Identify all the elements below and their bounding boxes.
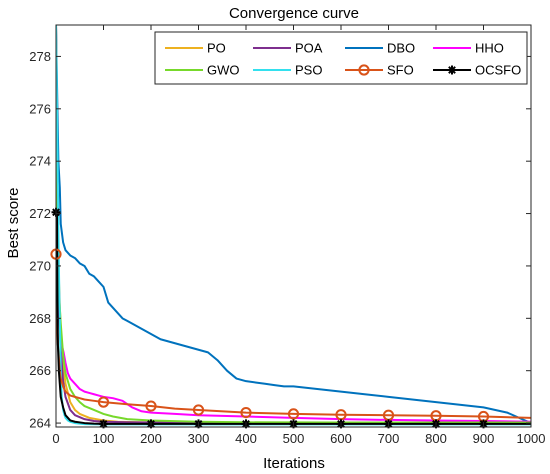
series-marker-sfo-4 <box>240 406 252 419</box>
x-tick-label-1000: 1000 <box>517 431 546 446</box>
x-tick-label-200: 200 <box>140 431 162 446</box>
legend-label-gwo: GWO <box>207 63 240 78</box>
legend: PO POA DBO HHO GWO PSO SFO OCSFO <box>154 31 528 85</box>
x-axis-label: Iterations <box>263 455 325 472</box>
y-tick-label-272: 272 <box>29 206 51 221</box>
series-marker-sfo-5 <box>287 408 300 420</box>
legend-marker-ocsfo-stroke-3 <box>448 66 456 74</box>
y-tick-label-278: 278 <box>29 49 51 64</box>
y-tick-label-274: 274 <box>29 154 51 169</box>
chart-title: Convergence curve <box>229 5 359 22</box>
y-axis-label: Best score <box>5 188 22 259</box>
x-tick-label-400: 400 <box>235 431 257 446</box>
legend-entry-sfo: SFO <box>345 63 414 78</box>
x-tick-label-300: 300 <box>188 431 210 446</box>
legend-label-po: PO <box>207 41 226 56</box>
x-tick-label-600: 600 <box>330 431 352 446</box>
legend-label-ocsfo: OCSFO <box>475 63 521 78</box>
series-marker-sfo-2 <box>145 400 157 412</box>
x-tick-label-0: 0 <box>52 431 59 446</box>
x-tick-label-100: 100 <box>93 431 115 446</box>
legend-entry-hho: HHO <box>433 41 504 56</box>
legend-entry-ocsfo: OCSFO <box>433 63 521 78</box>
legend-entry-gwo: GWO <box>165 63 240 78</box>
y-tick-label-264: 264 <box>29 416 51 431</box>
series-line-gwo <box>56 25 531 424</box>
legend-marker-sfo <box>358 64 370 76</box>
legend-marker-ocsfo <box>447 65 457 75</box>
legend-label-dbo: DBO <box>387 41 415 56</box>
x-tick-label-800: 800 <box>425 431 447 446</box>
series-line-ocsfo <box>56 211 531 425</box>
y-tick-label-276: 276 <box>29 101 51 116</box>
x-tick-label-900: 900 <box>473 431 495 446</box>
ticks-group: 0 100 200 300 400 500 600 700 800 900 1000 264 266 26… <box>29 25 545 446</box>
x-tick-label-700: 700 <box>378 431 400 446</box>
series-marker-sfo-6 <box>335 409 347 421</box>
legend-label-pso: PSO <box>295 63 322 78</box>
legend-label-poa: POA <box>295 41 323 56</box>
x-tick-label-500: 500 <box>283 431 305 446</box>
series-marker-sfo-3 <box>192 404 205 416</box>
plot-background <box>56 25 531 427</box>
y-tick-label-268: 268 <box>29 311 51 326</box>
legend-entry-poa: POA <box>253 41 323 56</box>
plot-layer: 0 100 200 300 400 500 600 700 800 900 1000 264 266 26… <box>29 24 545 446</box>
series-marker-sfo-1 <box>97 396 110 408</box>
legend-label-sfo: SFO <box>387 63 414 78</box>
series-line-dbo <box>56 25 531 424</box>
legend-entry-pso: PSO <box>253 63 322 78</box>
y-tick-label-266: 266 <box>29 363 51 378</box>
legend-box <box>154 31 528 85</box>
legend-entry-dbo: DBO <box>345 41 415 56</box>
y-tick-label-270: 270 <box>29 258 51 273</box>
legend-label-hho: HHO <box>475 41 504 56</box>
legend-entry-po: PO <box>165 41 226 56</box>
